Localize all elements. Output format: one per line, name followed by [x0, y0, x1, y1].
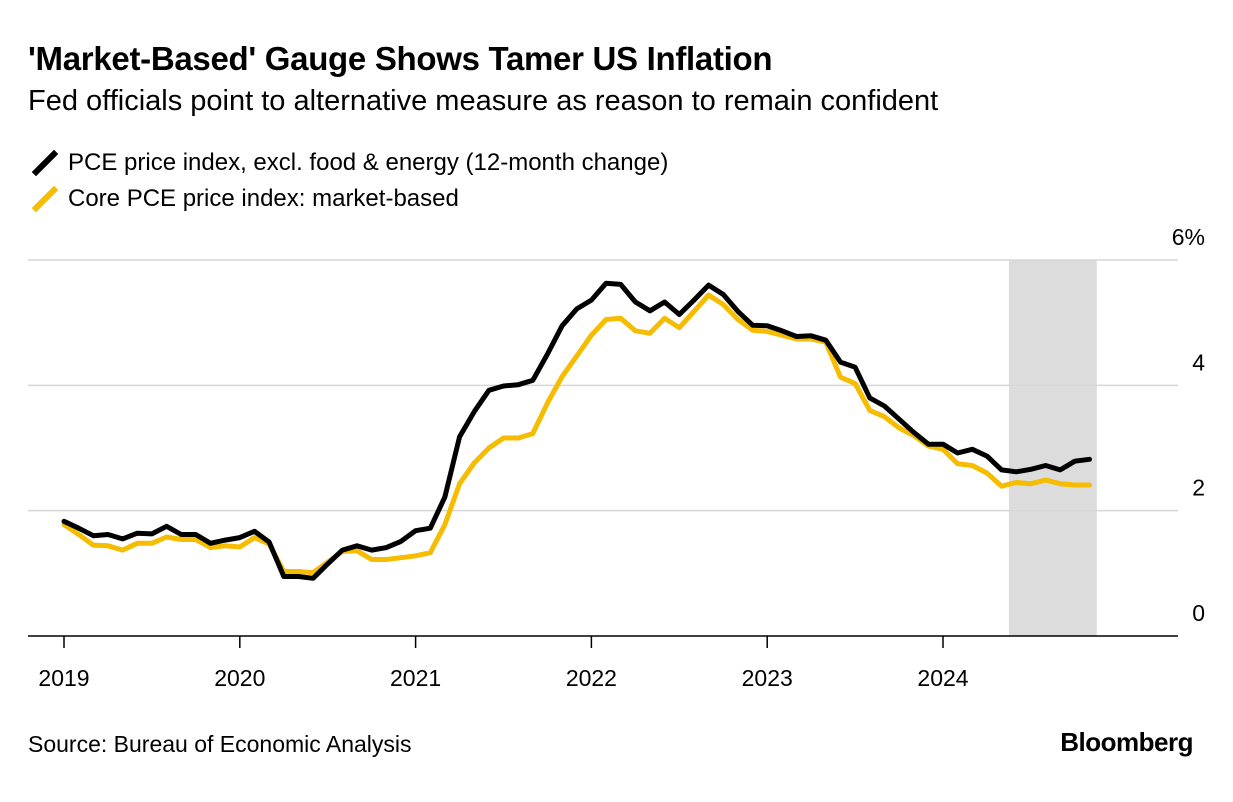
legend-swatch-core-pce [32, 150, 58, 176]
x-tick-label-2022: 2022 [566, 665, 617, 691]
shaded-period [1008, 260, 1097, 636]
y-tick-label-4: 4 [1192, 349, 1205, 375]
series-line-market-based [61, 292, 1092, 576]
x-tick-label-2024: 2024 [917, 665, 968, 691]
legend: PCE price index, excl. food & energy (12… [32, 145, 668, 217]
x-tick-label-2020: 2020 [214, 665, 265, 691]
legend-swatch-market-based [32, 186, 58, 212]
legend-item-market-based: Core PCE price index: market-based [32, 181, 668, 217]
legend-label-core-pce: PCE price index, excl. food & energy (12… [68, 149, 669, 176]
chart-subtitle: Fed officials point to alternative measu… [28, 85, 939, 117]
x-tick-label-2019: 2019 [38, 665, 89, 691]
source-note: Source: Bureau of Economic Analysis [28, 731, 412, 757]
y-tick-label-0: 0 [1192, 600, 1205, 626]
bloomberg-logo: Bloomberg [1060, 727, 1193, 757]
y-tick-label-6: 6% [1172, 224, 1205, 250]
legend-item-core-pce: PCE price index, excl. food & energy (12… [32, 145, 668, 181]
y-tick-label-2: 2 [1192, 475, 1205, 501]
legend-label-market-based: Core PCE price index: market-based [68, 185, 459, 212]
x-tick-label-2021: 2021 [390, 665, 441, 691]
chart-title: 'Market-Based' Gauge Shows Tamer US Infl… [28, 40, 773, 77]
series-line-core-pce [61, 280, 1092, 581]
x-tick-label-2023: 2023 [742, 665, 793, 691]
